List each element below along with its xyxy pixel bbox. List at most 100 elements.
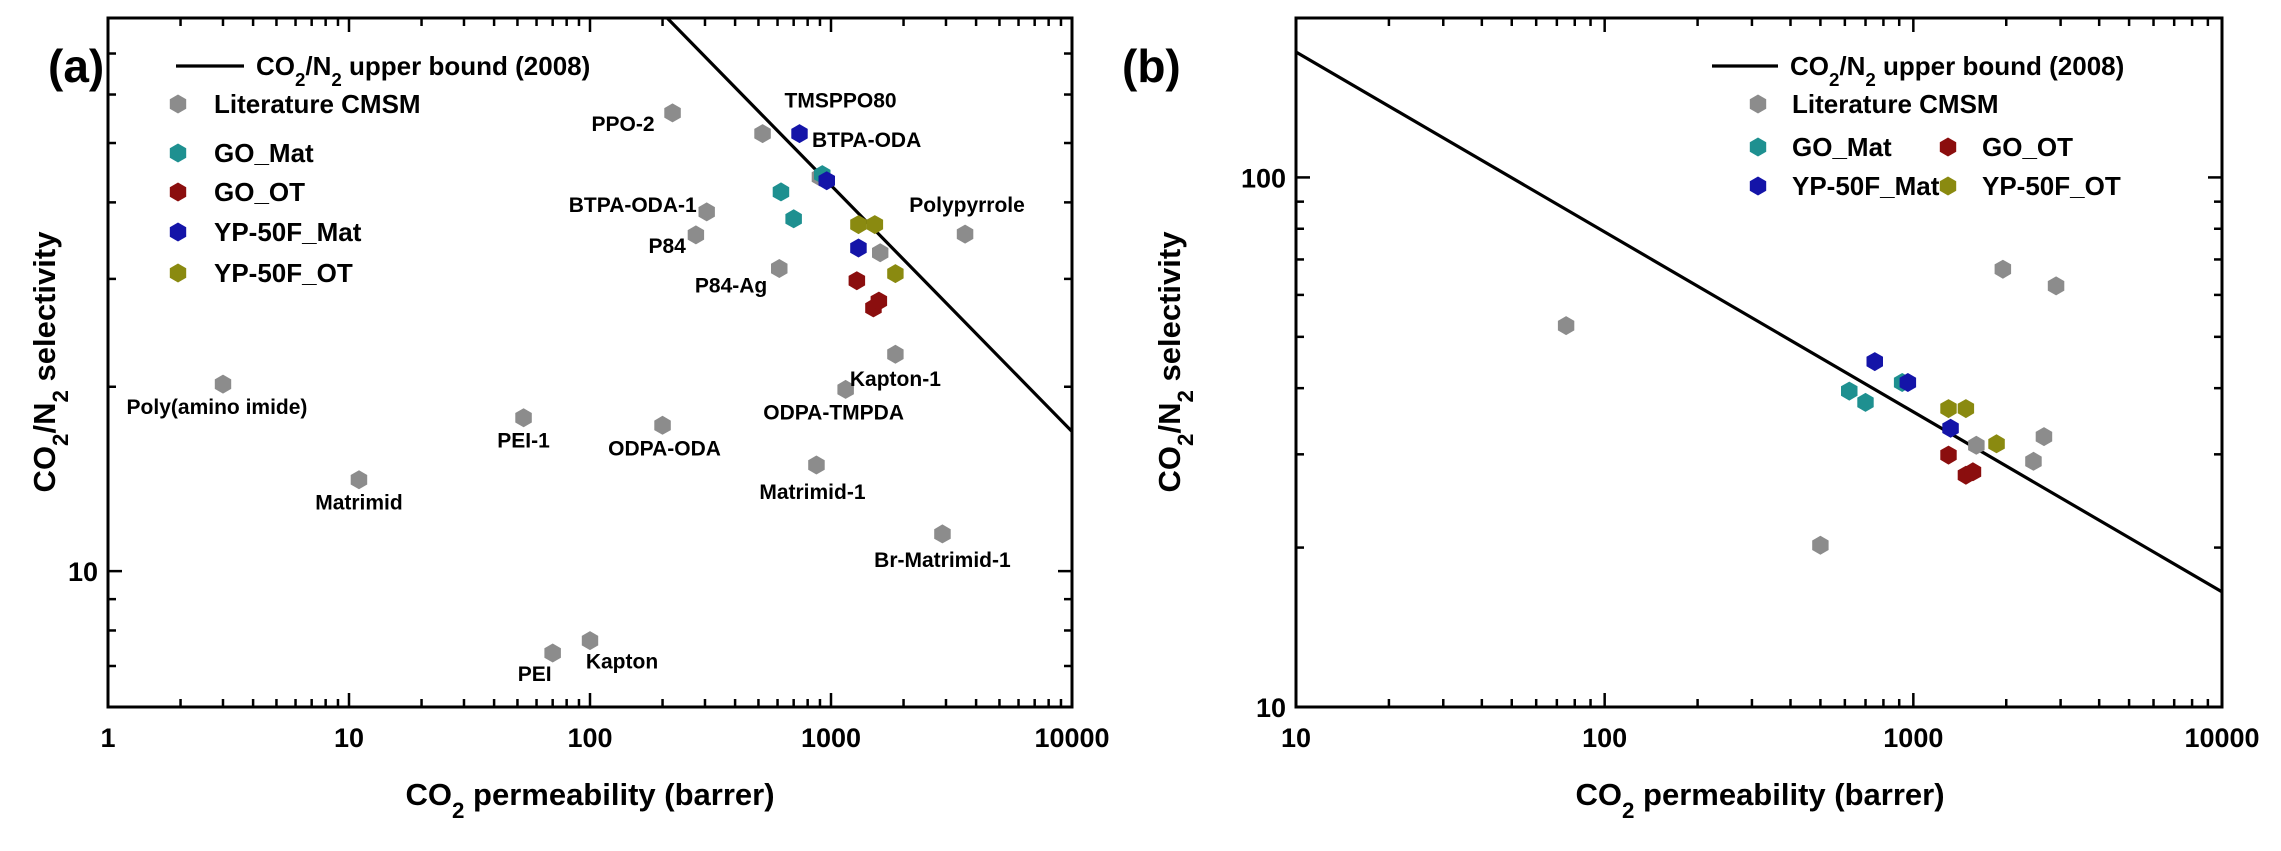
data-point-go-mat: [772, 182, 790, 202]
legend-label-go-mat: GO_Mat: [214, 138, 314, 168]
panel-a: 1 10 100 1000 10000 10 CO2 permeability (barre…: [27, 16, 1110, 823]
x-tick-label-1: 1: [100, 723, 115, 753]
legend-marker-literature-cmsm: [169, 94, 187, 114]
x-tick-label-10: 10: [334, 723, 364, 753]
point-label-matrimid: Matrimid: [315, 492, 403, 515]
point-label-br-matrimid-1: Br-Matrimid-1: [874, 549, 1011, 572]
data-point-literature-cmsm: [1994, 259, 2012, 279]
legend-marker-go-ot: [1939, 137, 1957, 157]
plot-frame: [1294, 16, 2224, 709]
data-point-yp-50f-mat: [1866, 352, 1883, 372]
series-go-ot: [1940, 445, 1982, 485]
data-point-yp-50f-ot: [850, 215, 867, 235]
x-axis-label: CO2 permeability (barrer): [1575, 777, 1944, 823]
data-point-go-mat: [1841, 381, 1858, 401]
x-tick-label-10: 10: [1281, 723, 1311, 753]
point-label-p84: P84: [649, 235, 687, 258]
legend-label-yp-50f-mat: YP-50F_Mat: [1792, 171, 1940, 201]
y-tick-label-10: 10: [1256, 693, 1286, 723]
data-point-literature-cmsm: [544, 643, 561, 663]
legend-marker-yp-50f-ot: [169, 263, 187, 283]
data-point-go-mat: [785, 209, 802, 229]
legend-marker-go-mat: [1749, 137, 1767, 157]
data-point-literature-cmsm: [808, 455, 825, 475]
point-label-pei-1: PEI-1: [497, 430, 550, 453]
legend-label-go-ot: GO_OT: [1982, 132, 2073, 162]
y-tick-label-10: 10: [68, 557, 98, 587]
data-point-literature-cmsm: [837, 379, 854, 399]
legend-marker-yp-50f-mat: [1749, 176, 1767, 196]
point-label-kapton: Kapton: [586, 651, 658, 674]
data-point-go-ot: [1964, 462, 1982, 482]
data-point-literature-cmsm: [687, 225, 705, 245]
legend-upper-bound-label: CO2/N2 upper bound (2008): [1790, 51, 2124, 90]
point-label-p84-ag: P84-Ag: [695, 274, 767, 297]
panel-label: (a): [48, 40, 104, 92]
data-point-literature-cmsm: [2035, 427, 2053, 447]
legend-label-yp-50f-ot: YP-50F_OT: [1982, 171, 2121, 201]
data-point-literature-cmsm: [1968, 435, 1985, 455]
point-label-pei: PEI: [518, 663, 552, 686]
series-literature-cmsm: [1557, 259, 2065, 555]
data-point-literature-cmsm: [887, 344, 904, 364]
x-tick-label-10000: 10000: [2184, 723, 2259, 753]
legend-marker-yp-50f-ot: [1939, 176, 1957, 196]
upper-bound-line: [1296, 50, 2222, 594]
data-point-yp-50f-ot: [887, 264, 904, 284]
panel-label: (b): [1122, 40, 1181, 92]
point-label-matrimid-1: Matrimid-1: [759, 481, 866, 504]
panel-b: 10 100 1000 10000 10 100 CO2 permeability (bar…: [1122, 16, 2260, 823]
data-point-literature-cmsm: [515, 408, 532, 428]
data-point-literature-cmsm: [872, 243, 889, 263]
legend-label-yp-50f-mat: YP-50F_Mat: [214, 217, 362, 247]
legend-marker-yp-50f-mat: [169, 222, 187, 242]
data-point-literature-cmsm: [1557, 316, 1575, 336]
point-label-odpa-oda: ODPA-ODA: [608, 437, 721, 460]
legend-label-literature-cmsm: Literature CMSM: [1792, 89, 1999, 119]
legend: CO2/N2 upper bound (2008)Literature CMSM…: [1712, 51, 2124, 201]
data-point-go-mat: [1857, 392, 1874, 412]
data-point-literature-cmsm: [1812, 535, 1829, 555]
y-axis-label: CO2/N2 selectivity: [1152, 231, 1198, 493]
point-label-btpa-oda: BTPA-ODA: [812, 129, 921, 152]
y-tick-label-100: 100: [1241, 163, 1286, 193]
data-point-literature-cmsm: [956, 224, 974, 244]
data-point-yp-50f-mat: [850, 238, 867, 258]
data-point-go-ot: [848, 271, 866, 291]
series-yp-50f-mat: [1866, 352, 1959, 438]
data-point-literature-cmsm: [2025, 451, 2042, 471]
point-label-polypyrrole: Polypyrrole: [909, 194, 1025, 217]
data-point-literature-cmsm: [698, 202, 715, 222]
series-yp-50f-ot: [1940, 399, 2005, 454]
data-point-yp-50f-mat: [791, 124, 808, 144]
data-point-yp-50f-ot: [1957, 399, 1975, 419]
legend: CO2/N2 upper bound (2008)Literature CMSM…: [169, 51, 590, 288]
y-axis-label: CO2/N2 selectivity: [27, 231, 73, 493]
legend-marker-literature-cmsm: [1749, 94, 1767, 114]
point-label-ppo-2: PPO-2: [591, 113, 654, 136]
data-point-yp-50f-mat: [1942, 418, 1959, 438]
series-yp-50f-ot: [850, 215, 904, 284]
data-point-literature-cmsm: [934, 524, 951, 544]
point-label-poly-amino-imide: Poly(amino imide): [127, 396, 308, 419]
data-point-literature-cmsm: [664, 103, 681, 123]
point-label-kapton-1: Kapton-1: [850, 368, 941, 391]
legend-marker-go-ot: [169, 182, 187, 202]
data-point-literature-cmsm: [214, 374, 232, 394]
data-point-literature-cmsm: [754, 124, 771, 144]
data-point-yp-50f-mat: [818, 171, 835, 191]
data-point-literature-cmsm: [350, 470, 368, 490]
legend-label-go-ot: GO_OT: [214, 177, 305, 207]
point-label-odpa-tmpda: ODPA-TMPDA: [763, 401, 904, 424]
x-tick-label-1000: 1000: [1883, 723, 1943, 753]
legend-label-literature-cmsm: Literature CMSM: [214, 89, 421, 119]
point-label-tmsppo80: TMSPPO80: [785, 90, 897, 113]
x-tick-label-1000: 1000: [801, 723, 861, 753]
x-axis-label: CO2 permeability (barrer): [405, 777, 774, 823]
point-label-btpa-oda-1: BTPA-ODA-1: [569, 194, 697, 217]
x-tick-label-100: 100: [567, 723, 612, 753]
x-tick-label-100: 100: [1582, 723, 1627, 753]
data-point-yp-50f-mat: [1899, 373, 1917, 392]
plot-frame: [106, 16, 1074, 709]
